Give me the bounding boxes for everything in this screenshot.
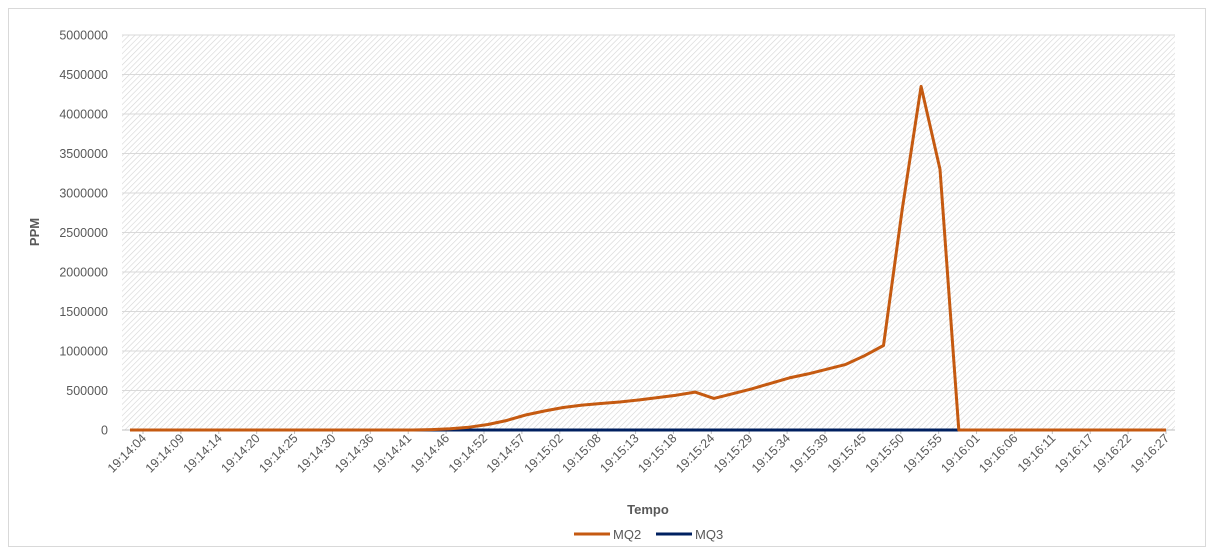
- gridlines: [122, 34, 1175, 431]
- legend-label-mq2: MQ2: [613, 527, 641, 542]
- y-tick-label: 2000000: [59, 266, 108, 280]
- x-axis-ticks: 19:14:0419:14:0919:14:1419:14:2019:14:25…: [105, 430, 1172, 476]
- x-tick-label: 19:14:25: [256, 431, 300, 475]
- x-tick-label: 19:15:08: [559, 431, 603, 475]
- y-tick-label: 2500000: [59, 226, 108, 240]
- x-tick-label: 19:16:01: [938, 431, 982, 475]
- x-tick-label: 19:14:36: [332, 431, 376, 475]
- series-line-mq2: [130, 84, 1166, 432]
- x-axis-title: Tempo: [627, 502, 669, 517]
- x-tick-label: 19:14:46: [408, 431, 452, 475]
- x-tick-label: 19:14:20: [218, 431, 262, 475]
- legend: MQ2 MQ3: [574, 527, 723, 542]
- x-tick-label: 19:15:34: [749, 431, 793, 475]
- x-tick-label: 19:14:30: [294, 431, 338, 475]
- x-tick-label: 19:16:17: [1052, 431, 1096, 475]
- x-tick-label: 19:15:55: [900, 431, 944, 475]
- y-tick-label: 1500000: [59, 305, 108, 319]
- series-layer: [130, 84, 1166, 432]
- y-tick-label: 4000000: [59, 108, 108, 122]
- y-tick-label: 1000000: [59, 345, 108, 359]
- x-tick-label: 19:14:57: [484, 431, 528, 475]
- x-tick-label: 19:15:02: [522, 431, 566, 475]
- y-axis-title: PPM: [27, 218, 42, 246]
- y-tick-label: 0: [101, 424, 108, 438]
- x-tick-label: 19:14:52: [446, 431, 490, 475]
- y-tick-label: 5000000: [59, 29, 108, 43]
- x-tick-label: 19:16:11: [1015, 431, 1059, 475]
- legend-label-mq3: MQ3: [695, 527, 723, 542]
- y-tick-label: 3000000: [59, 187, 108, 201]
- x-tick-label: 19:15:39: [787, 431, 831, 475]
- x-tick-label: 19:15:18: [635, 431, 679, 475]
- x-tick-label: 19:15:50: [863, 431, 907, 475]
- legend-item-mq3: MQ3: [656, 527, 723, 542]
- x-tick-label: 19:14:14: [181, 431, 225, 475]
- x-tick-label: 19:16:22: [1090, 431, 1134, 475]
- x-tick-label: 19:14:09: [143, 431, 187, 475]
- legend-item-mq2: MQ2: [574, 527, 641, 542]
- y-tick-label: 4500000: [59, 68, 108, 82]
- y-axis-ticks: 0 500000 1000000 1500000 2000000 2500000 30000…: [59, 29, 108, 438]
- x-tick-label: 19:15:13: [597, 431, 641, 475]
- x-tick-label: 19:14:04: [105, 431, 149, 475]
- y-tick-label: 500000: [66, 384, 108, 398]
- y-tick-label: 3500000: [59, 147, 108, 161]
- x-tick-label: 19:16:06: [976, 431, 1020, 475]
- x-tick-label: 19:15:45: [825, 431, 869, 475]
- x-tick-label: 19:14:41: [370, 431, 414, 475]
- x-tick-label: 19:15:24: [673, 431, 717, 475]
- x-tick-label: 19:15:29: [711, 431, 755, 475]
- x-tick-label: 19:16:27: [1128, 431, 1172, 475]
